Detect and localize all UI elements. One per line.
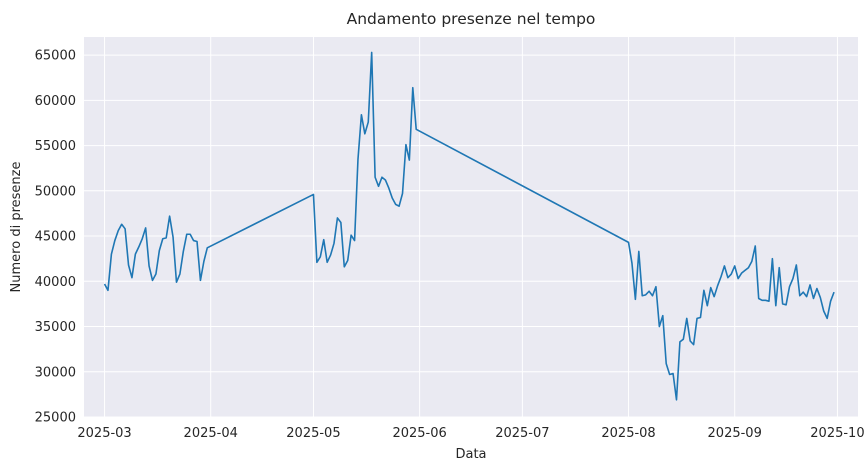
y-tick-label: 60000 xyxy=(35,94,76,109)
y-tick-label: 65000 xyxy=(35,49,76,64)
x-tick-label: 2025-03 xyxy=(77,426,131,441)
gridlines xyxy=(84,37,858,418)
y-tick-label: 25000 xyxy=(35,411,76,426)
x-axis-title: Data xyxy=(455,447,486,462)
y-axis-title: Numero di presenze xyxy=(9,162,24,293)
x-tick-label: 2025-07 xyxy=(495,426,549,441)
series-line xyxy=(103,51,835,401)
x-tick-label: 2025-08 xyxy=(601,426,655,441)
chart-title: Andamento presenze nel tempo xyxy=(347,10,596,28)
y-tick-label: 45000 xyxy=(35,230,76,245)
y-tick-label: 40000 xyxy=(35,275,76,290)
y-tick-label: 35000 xyxy=(35,320,76,335)
y-tick-label: 30000 xyxy=(35,365,76,380)
x-tick-label: 2025-06 xyxy=(392,426,446,441)
x-tick-label: 2025-10 xyxy=(810,426,864,441)
x-axis-ticks: 2025-03 2025-04 2025-05 2025-06 2025-07 2025-… xyxy=(77,426,864,441)
x-tick-label: 2025-04 xyxy=(184,426,238,441)
x-tick-label: 2025-09 xyxy=(708,426,762,441)
plot-area xyxy=(84,37,858,417)
y-tick-label: 55000 xyxy=(35,139,76,154)
y-tick-label: 50000 xyxy=(35,184,76,199)
x-tick-label: 2025-05 xyxy=(286,426,340,441)
y-axis-ticks: 25000 30000 35000 40000 45000 50000 55000 60000… xyxy=(35,49,76,426)
